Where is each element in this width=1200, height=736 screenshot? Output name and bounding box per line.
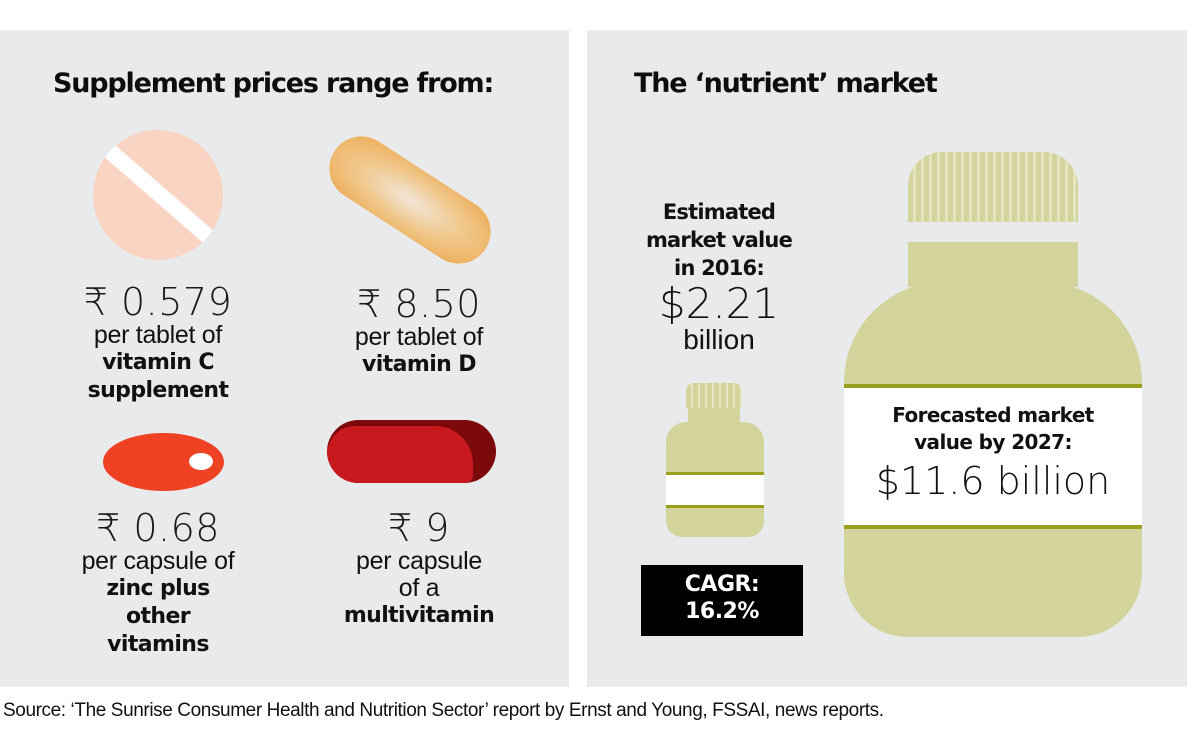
price-item-zinc: ₹ 0.68 per capsule of zinc plus other vi…: [60, 508, 256, 659]
price-unit: of a: [398, 574, 440, 602]
price-value: ₹ 0.68: [96, 506, 220, 550]
source-note: Source: ‘The Sunrise Consumer Health and…: [3, 700, 884, 721]
panel-title: Supplement prices range from:: [53, 68, 494, 99]
price-unit: per capsule: [356, 547, 482, 575]
estimate-label: Estimated: [662, 200, 776, 224]
supplement-name: other: [125, 604, 191, 629]
round-tablet-icon: [93, 130, 223, 260]
oval-capsule-icon: [103, 433, 224, 491]
supplement-prices-panel: Supplement prices range from: ₹ 0.579 pe…: [0, 30, 569, 687]
red-capsule-icon: [327, 420, 496, 483]
supplement-name: multivitamin: [343, 603, 495, 628]
forecast-label: value by 2027:: [914, 430, 1072, 454]
cagr-label: CAGR:: [684, 572, 760, 597]
small-jar-icon: [666, 383, 766, 539]
large-jar-icon: Forecasted market value by 2027: $11.6 b…: [844, 152, 1144, 638]
orange-capsule-icon: [317, 124, 503, 276]
estimate-value: $2.21: [658, 279, 780, 328]
supplement-name: vitamin C: [102, 350, 214, 375]
price-unit: per capsule of: [81, 547, 235, 575]
price-value: ₹ 9: [388, 506, 450, 550]
panel-title: The ‘nutrient’ market: [634, 68, 938, 99]
supplement-name: zinc plus: [106, 576, 210, 601]
cagr-badge: CAGR: 16.2%: [641, 565, 803, 636]
nutrient-market-panel: The ‘nutrient’ market Estimated market v…: [587, 30, 1187, 687]
forecast-label-box: Forecasted market value by 2027: $11.6 b…: [844, 384, 1142, 529]
price-value: ₹ 8.50: [357, 282, 481, 326]
price-unit: per tablet of: [93, 321, 223, 349]
price-unit: per tablet of: [354, 323, 484, 351]
price-item-vitamin-c: ₹ 0.579 per tablet of vitamin C suppleme…: [60, 282, 256, 405]
supplement-name: supplement: [87, 378, 229, 403]
forecast-label: Forecasted market: [892, 403, 1094, 427]
forecast-value: $11.6 billion: [875, 459, 1111, 503]
cagr-value: 16.2%: [685, 599, 759, 624]
estimate-label: in 2016:: [674, 256, 765, 280]
estimate-unit: billion: [683, 324, 755, 355]
supplement-name: vitamin D: [362, 352, 477, 377]
supplement-name: vitamins: [107, 632, 209, 657]
estimate-2016: Estimated market value in 2016: $2.21 bi…: [627, 198, 811, 354]
price-item-multivitamin: ₹ 9 per capsule of a multivitamin: [322, 508, 516, 630]
price-item-vitamin-d: ₹ 8.50 per tablet of vitamin D: [322, 284, 516, 379]
price-value: ₹ 0.579: [83, 280, 233, 324]
estimate-label: market value: [645, 228, 793, 252]
